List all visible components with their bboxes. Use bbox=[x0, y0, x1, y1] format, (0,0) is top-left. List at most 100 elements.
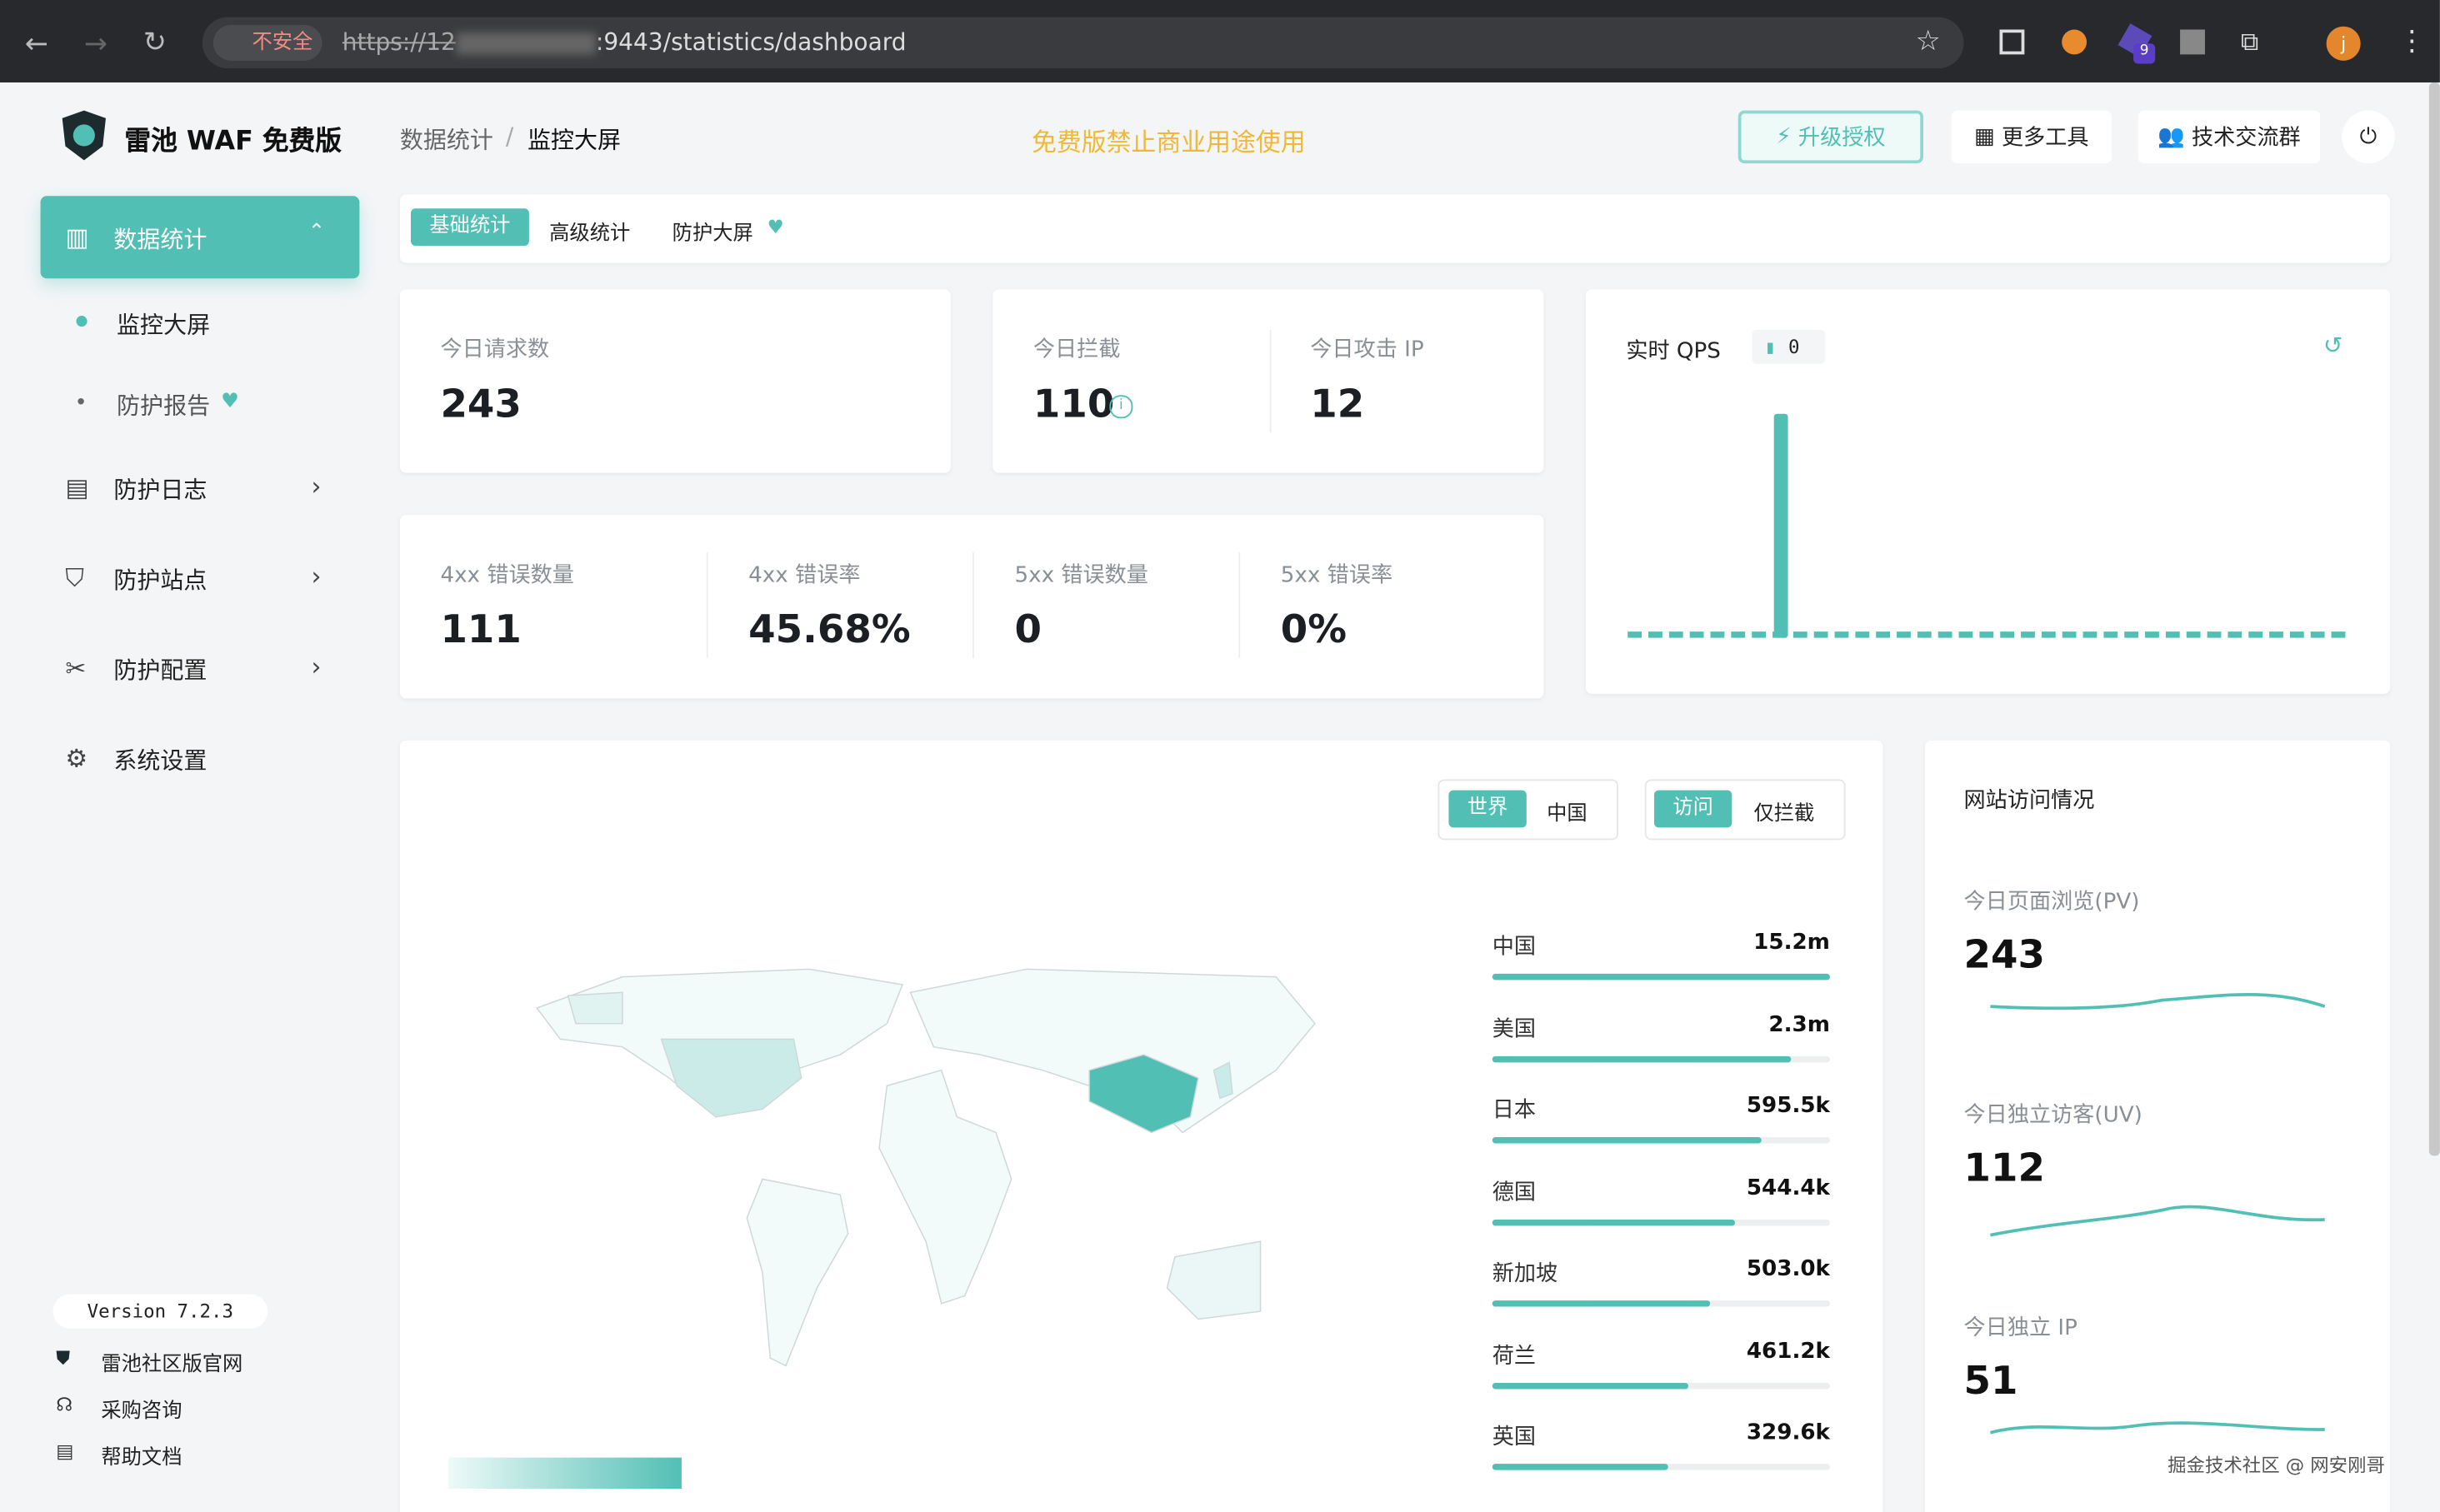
back[interactable]: ← bbox=[24, 27, 49, 61]
country-bar bbox=[1492, 1055, 1792, 1062]
scope-toggle bbox=[1438, 779, 1618, 841]
security-chip[interactable]: 不安全 bbox=[212, 24, 322, 61]
scope-active[interactable]: 世界 bbox=[1448, 790, 1527, 828]
mode-active[interactable]: 访问 bbox=[1653, 790, 1732, 828]
country-name: 中国 bbox=[1492, 935, 1537, 961]
profile[interactable]: j bbox=[2326, 26, 2361, 61]
nav-active[interactable] bbox=[40, 196, 360, 279]
error-value: 111 bbox=[440, 606, 522, 652]
country-bar bbox=[1492, 1300, 1711, 1307]
nav-caret: › bbox=[311, 561, 322, 591]
divider bbox=[706, 551, 708, 658]
link-icon: ☊ bbox=[56, 1394, 73, 1416]
sub-item[interactable]: 防护报告 bbox=[117, 392, 211, 421]
alaska bbox=[567, 991, 623, 1025]
error-label: 5xx 错误率 bbox=[1280, 562, 1393, 588]
tab-active[interactable]: 基础统计 bbox=[410, 208, 529, 247]
ext-ap[interactable] bbox=[2180, 29, 2205, 55]
stat-value: 243 bbox=[440, 381, 522, 427]
breadcrumb-2: 监控大屏 bbox=[528, 126, 622, 154]
tab-bar bbox=[399, 194, 2391, 263]
country-bar bbox=[1492, 973, 1830, 981]
ext-puzzle[interactable]: ⧉ bbox=[2240, 26, 2259, 57]
error-value: 0% bbox=[1280, 606, 1348, 652]
logo-icon bbox=[62, 110, 106, 161]
error-label: 4xx 错误数量 bbox=[440, 562, 574, 588]
ext-badge: 9 bbox=[2133, 43, 2156, 64]
qps-chip: ▮ 0 bbox=[1752, 329, 1826, 364]
country-name: 新加坡 bbox=[1492, 1261, 1558, 1287]
link[interactable]: 采购咨询 bbox=[101, 1400, 182, 1424]
nav-icon: ⛉ bbox=[65, 562, 84, 593]
sub-item[interactable]: 监控大屏 bbox=[117, 311, 211, 340]
country-value: 503.0k bbox=[1746, 1256, 1830, 1282]
menu[interactable]: ⋮ bbox=[2398, 24, 2427, 58]
link[interactable]: 帮助文档 bbox=[101, 1446, 182, 1470]
country-bar bbox=[1492, 1382, 1689, 1389]
url-redacted bbox=[455, 32, 596, 55]
upgrade-button[interactable]: ⚡ 升级授权 bbox=[1738, 110, 1923, 164]
scrollbar[interactable] bbox=[2428, 82, 2440, 1156]
info-icon[interactable]: i bbox=[1109, 395, 1133, 419]
breadcrumb-1[interactable]: 数据统计 bbox=[399, 126, 493, 154]
tools-button[interactable]: ▦ 更多工具 bbox=[1951, 110, 2112, 164]
scope-option[interactable]: 中国 bbox=[1547, 802, 1588, 826]
mode-toggle bbox=[1644, 779, 1846, 841]
site-title: 网站访问情况 bbox=[1963, 788, 2095, 814]
tab[interactable]: 防护大屏 bbox=[672, 222, 753, 247]
nav-icon: ⚙ bbox=[65, 743, 88, 774]
url-end: :9443/statistics/dashboard bbox=[595, 27, 907, 57]
tab[interactable]: 高级统计 bbox=[549, 222, 631, 247]
country-bar bbox=[1492, 1136, 1762, 1144]
country-bar bbox=[1492, 1219, 1736, 1225]
country-value: 595.5k bbox=[1746, 1093, 1830, 1119]
version: Version 7.2.3 bbox=[52, 1294, 268, 1329]
country-name: 美国 bbox=[1492, 1016, 1537, 1042]
sparkline-path bbox=[1990, 1421, 2325, 1435]
country-name: 荷兰 bbox=[1492, 1343, 1537, 1369]
forward[interactable]: → bbox=[83, 27, 108, 61]
metric-value: 112 bbox=[1963, 1145, 2045, 1190]
country-value: 329.6k bbox=[1746, 1420, 1830, 1445]
security: 不安全 bbox=[252, 31, 313, 55]
sparkline bbox=[1990, 1205, 2325, 1237]
japan bbox=[1212, 1061, 1233, 1100]
tools-label: 更多工具 bbox=[2001, 126, 2089, 152]
south-america bbox=[746, 1178, 849, 1367]
ext-qr[interactable] bbox=[1999, 29, 2025, 55]
qps-chart bbox=[1628, 413, 2350, 638]
nav-item[interactable]: 防护日志 bbox=[113, 476, 208, 505]
mode-option[interactable]: 仅拦截 bbox=[1753, 802, 1815, 826]
stat-value: 12 bbox=[1310, 381, 1365, 427]
sub-dot bbox=[78, 398, 84, 405]
sparkline-path bbox=[1990, 1205, 2325, 1237]
error-value: 45.68% bbox=[748, 606, 911, 652]
china bbox=[1088, 1054, 1199, 1134]
star[interactable]: ☆ bbox=[1915, 24, 1941, 58]
country-name: 日本 bbox=[1492, 1098, 1537, 1124]
history-icon[interactable]: ↺ bbox=[2322, 331, 2343, 360]
nav-item: 数据统计 bbox=[113, 225, 208, 254]
error-value: 0 bbox=[1014, 606, 1042, 652]
watermark: 掘金技术社区 @ 网安刚哥 bbox=[2168, 1454, 2385, 1477]
australia bbox=[1166, 1240, 1262, 1320]
country-name: 英国 bbox=[1492, 1425, 1537, 1450]
group-button[interactable]: 👥 技术交流群 bbox=[2138, 110, 2321, 164]
nav-item[interactable]: 防护站点 bbox=[113, 566, 208, 595]
metric-label: 今日独立访客(UV) bbox=[1963, 1102, 2142, 1128]
nav-item[interactable]: 防护配置 bbox=[113, 656, 208, 685]
metric-value: 51 bbox=[1963, 1358, 2018, 1404]
nav-item[interactable]: 系统设置 bbox=[113, 746, 208, 775]
link[interactable]: 雷池社区版官网 bbox=[101, 1353, 243, 1377]
reload[interactable]: ↻ bbox=[142, 26, 167, 59]
notice: 免费版禁止商业用途使用 bbox=[1032, 127, 1306, 157]
nav-icon: ✂ bbox=[65, 653, 87, 683]
ext-moon[interactable] bbox=[2062, 29, 2088, 55]
world-map bbox=[536, 968, 1316, 1367]
divider bbox=[1269, 329, 1272, 433]
breadcrumb-sep: / bbox=[505, 122, 514, 152]
link-icon: ▤ bbox=[56, 1440, 74, 1463]
legend-gradient bbox=[448, 1457, 682, 1490]
logout-button[interactable]: ⏻ bbox=[2342, 110, 2395, 164]
